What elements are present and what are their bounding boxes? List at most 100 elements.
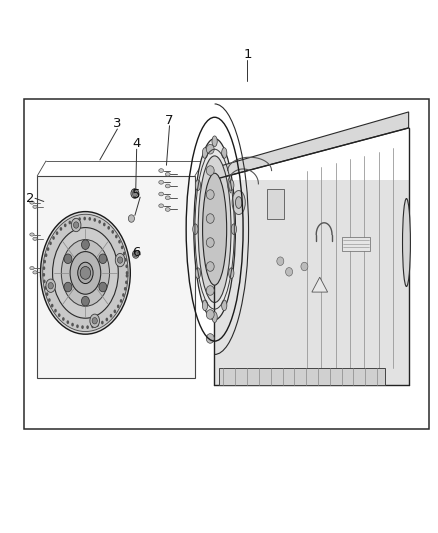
Ellipse shape	[198, 156, 231, 303]
Ellipse shape	[98, 220, 101, 224]
Ellipse shape	[101, 321, 104, 325]
Text: 4: 4	[132, 138, 141, 150]
Ellipse shape	[78, 217, 81, 221]
Ellipse shape	[107, 226, 110, 230]
Ellipse shape	[64, 223, 67, 227]
Bar	[342, 237, 370, 251]
Circle shape	[64, 282, 72, 292]
Ellipse shape	[53, 228, 118, 318]
Ellipse shape	[123, 252, 126, 255]
Circle shape	[64, 254, 72, 264]
Ellipse shape	[61, 239, 110, 306]
Ellipse shape	[126, 271, 128, 275]
Circle shape	[99, 282, 107, 292]
Ellipse shape	[71, 219, 81, 232]
Ellipse shape	[212, 136, 217, 147]
Text: 5: 5	[132, 188, 141, 201]
Text: 7: 7	[165, 114, 174, 127]
Circle shape	[99, 254, 107, 264]
Ellipse shape	[125, 264, 128, 268]
Polygon shape	[312, 277, 328, 292]
Ellipse shape	[131, 189, 139, 198]
Ellipse shape	[62, 317, 65, 321]
Ellipse shape	[166, 173, 170, 176]
Ellipse shape	[118, 240, 121, 244]
Ellipse shape	[90, 314, 99, 327]
Ellipse shape	[236, 197, 242, 208]
Ellipse shape	[54, 309, 57, 312]
Ellipse shape	[159, 204, 163, 207]
Ellipse shape	[42, 266, 45, 270]
Bar	[37, 176, 195, 378]
Circle shape	[80, 266, 91, 279]
Bar	[267, 189, 284, 219]
Text: 1: 1	[243, 48, 252, 61]
Ellipse shape	[195, 268, 201, 279]
Ellipse shape	[81, 325, 84, 329]
Circle shape	[134, 252, 138, 257]
Ellipse shape	[212, 312, 217, 322]
Ellipse shape	[40, 212, 131, 334]
Ellipse shape	[124, 287, 127, 290]
Ellipse shape	[166, 207, 170, 211]
Ellipse shape	[232, 191, 245, 215]
Ellipse shape	[115, 253, 125, 266]
Ellipse shape	[206, 310, 214, 319]
Ellipse shape	[42, 273, 45, 277]
Ellipse shape	[30, 266, 34, 270]
Ellipse shape	[166, 184, 170, 188]
Ellipse shape	[86, 325, 89, 329]
Text: 2: 2	[26, 192, 35, 205]
Ellipse shape	[206, 166, 214, 175]
Polygon shape	[214, 112, 409, 180]
Circle shape	[48, 282, 53, 289]
Ellipse shape	[73, 219, 76, 222]
Ellipse shape	[206, 214, 214, 223]
Polygon shape	[219, 368, 385, 385]
Ellipse shape	[46, 292, 49, 296]
Ellipse shape	[46, 279, 56, 293]
Ellipse shape	[67, 320, 69, 324]
Circle shape	[286, 268, 293, 276]
Ellipse shape	[83, 217, 86, 221]
Ellipse shape	[126, 274, 128, 278]
Bar	[24, 99, 429, 429]
Ellipse shape	[195, 180, 201, 191]
Circle shape	[117, 257, 123, 263]
Text: 6: 6	[132, 246, 141, 259]
Text: 3: 3	[113, 117, 122, 130]
Ellipse shape	[206, 144, 214, 154]
Ellipse shape	[111, 230, 114, 234]
Ellipse shape	[202, 173, 227, 285]
Ellipse shape	[222, 300, 227, 311]
Ellipse shape	[56, 231, 58, 235]
Ellipse shape	[159, 192, 163, 196]
Ellipse shape	[132, 250, 139, 258]
Ellipse shape	[33, 237, 37, 240]
Ellipse shape	[206, 238, 214, 247]
Circle shape	[128, 215, 134, 222]
Circle shape	[92, 318, 97, 324]
Circle shape	[277, 257, 284, 265]
Circle shape	[301, 262, 308, 271]
Ellipse shape	[206, 286, 214, 295]
Ellipse shape	[93, 218, 96, 222]
Ellipse shape	[43, 260, 46, 263]
Ellipse shape	[122, 293, 125, 297]
Ellipse shape	[166, 196, 170, 199]
Ellipse shape	[115, 235, 118, 238]
Ellipse shape	[159, 168, 163, 173]
Ellipse shape	[120, 299, 122, 303]
Ellipse shape	[88, 217, 91, 221]
Ellipse shape	[30, 233, 34, 236]
Ellipse shape	[96, 323, 99, 327]
Ellipse shape	[42, 214, 128, 332]
Ellipse shape	[103, 223, 106, 227]
Ellipse shape	[206, 334, 214, 343]
Ellipse shape	[45, 253, 47, 257]
Circle shape	[132, 190, 138, 197]
Ellipse shape	[43, 279, 46, 283]
Bar	[214, 180, 409, 385]
Ellipse shape	[47, 247, 49, 251]
Ellipse shape	[78, 262, 93, 284]
